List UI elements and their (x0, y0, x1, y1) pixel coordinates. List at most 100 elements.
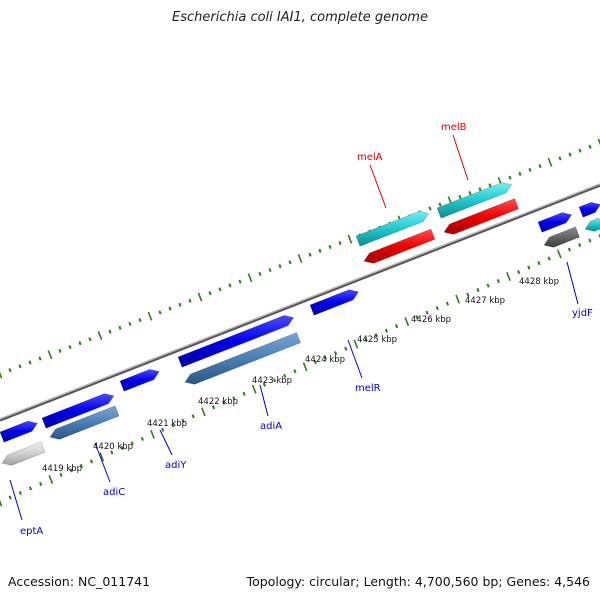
minor-tick (537, 261, 541, 266)
minor-tick (588, 144, 592, 149)
minor-tick (28, 486, 33, 491)
minor-tick (8, 368, 12, 373)
minor-tick (445, 301, 450, 306)
gene-label-eptA[interactable]: eptA (20, 526, 43, 537)
major-tick (455, 294, 461, 304)
gene-label-adiC[interactable]: adiC (103, 487, 125, 498)
minor-tick (171, 423, 175, 428)
minor-tick (313, 360, 317, 365)
feature-arrow[interactable] (537, 212, 573, 233)
major-tick (404, 317, 410, 327)
feature-arrow[interactable] (119, 369, 160, 392)
minor-tick (238, 279, 242, 284)
feature-arrow[interactable] (1, 441, 46, 466)
minor-tick (428, 206, 432, 211)
minor-tick (527, 265, 531, 270)
minor-tick (262, 382, 266, 387)
minor-tick (328, 244, 332, 249)
feature-arrow[interactable] (177, 315, 295, 368)
major-tick (201, 407, 206, 417)
major-tick (0, 499, 3, 507)
major-tick (597, 138, 600, 146)
minor-tick (288, 260, 292, 265)
minor-tick (120, 445, 124, 450)
minor-tick (168, 306, 172, 311)
minor-tick (161, 427, 165, 432)
tick-label: 4425 kbp (357, 335, 397, 345)
gene-label-adiA[interactable]: adiA (260, 421, 282, 432)
minor-tick (476, 288, 480, 293)
minor-tick (88, 337, 92, 342)
minor-tick (517, 270, 521, 275)
minor-tick (39, 481, 43, 487)
genome-title: Escherichia coli IAI1, complete genome (172, 10, 428, 25)
gene-leader-line (452, 134, 469, 181)
feature-arrow[interactable] (584, 217, 600, 232)
minor-tick (438, 202, 442, 207)
feature-arrow[interactable] (309, 289, 360, 316)
major-tick (302, 362, 308, 372)
major-tick (97, 331, 103, 340)
minor-tick (128, 321, 132, 326)
tick-label: 4419 kbp (42, 464, 82, 474)
minor-tick (188, 298, 192, 303)
minor-tick (108, 329, 112, 334)
minor-tick (578, 242, 582, 248)
feature-arrow[interactable] (49, 405, 120, 440)
minor-tick (344, 346, 348, 351)
minor-tick (110, 450, 114, 455)
feature-arrow[interactable] (0, 420, 38, 443)
minor-tick (211, 405, 216, 410)
minor-tick (69, 468, 73, 473)
major-tick (556, 249, 562, 259)
minor-tick (232, 396, 236, 401)
tick-label: 4421 kbp (147, 419, 187, 429)
feature-arrow[interactable] (578, 201, 600, 218)
minor-tick (78, 341, 82, 346)
minor-tick (538, 164, 542, 169)
minor-tick (272, 378, 277, 383)
minor-tick (28, 360, 32, 365)
gene-leader-line (259, 384, 269, 417)
minor-tick (293, 369, 297, 374)
gene-label-yjdF[interactable]: yjdF (572, 308, 593, 319)
minor-tick (208, 291, 212, 296)
minor-tick (283, 373, 287, 378)
tick-label: 4427 kbp (465, 296, 505, 306)
minor-tick (496, 279, 500, 284)
minor-tick (38, 356, 42, 361)
minor-tick (89, 459, 94, 464)
minor-tick (488, 183, 492, 188)
minor-tick (79, 463, 83, 468)
feature-arrow[interactable] (355, 210, 430, 247)
feature-arrow[interactable] (363, 228, 436, 264)
minor-tick (374, 333, 378, 338)
gene-label-melR[interactable]: melR (355, 383, 381, 394)
gene-leader-line (9, 479, 23, 521)
gene-label-adiY[interactable]: adiY (165, 460, 187, 471)
tick-label: 4423 kbp (252, 376, 292, 386)
minor-tick (8, 495, 12, 500)
feature-arrow[interactable] (443, 198, 520, 235)
feature-arrow[interactable] (41, 393, 115, 429)
minor-tick (158, 310, 162, 315)
feature-arrow[interactable] (543, 226, 580, 248)
gene-label-melB[interactable]: melB (441, 122, 467, 133)
minor-tick (59, 472, 63, 477)
minor-tick (268, 268, 272, 273)
minor-tick (415, 315, 419, 320)
feature-arrow[interactable] (436, 182, 513, 219)
major-tick (150, 429, 155, 439)
minor-tick (323, 355, 328, 360)
minor-tick (568, 152, 572, 157)
gene-label-melA[interactable]: melA (357, 152, 383, 163)
minor-tick (222, 400, 226, 405)
major-tick (297, 254, 303, 263)
minor-tick (308, 252, 312, 257)
genome-summary-text: Topology: circular; Length: 4,700,560 bp… (246, 574, 590, 589)
minor-tick (364, 337, 368, 342)
minor-tick (547, 256, 551, 261)
feature-arrow[interactable] (184, 332, 301, 385)
minor-tick (458, 194, 462, 199)
